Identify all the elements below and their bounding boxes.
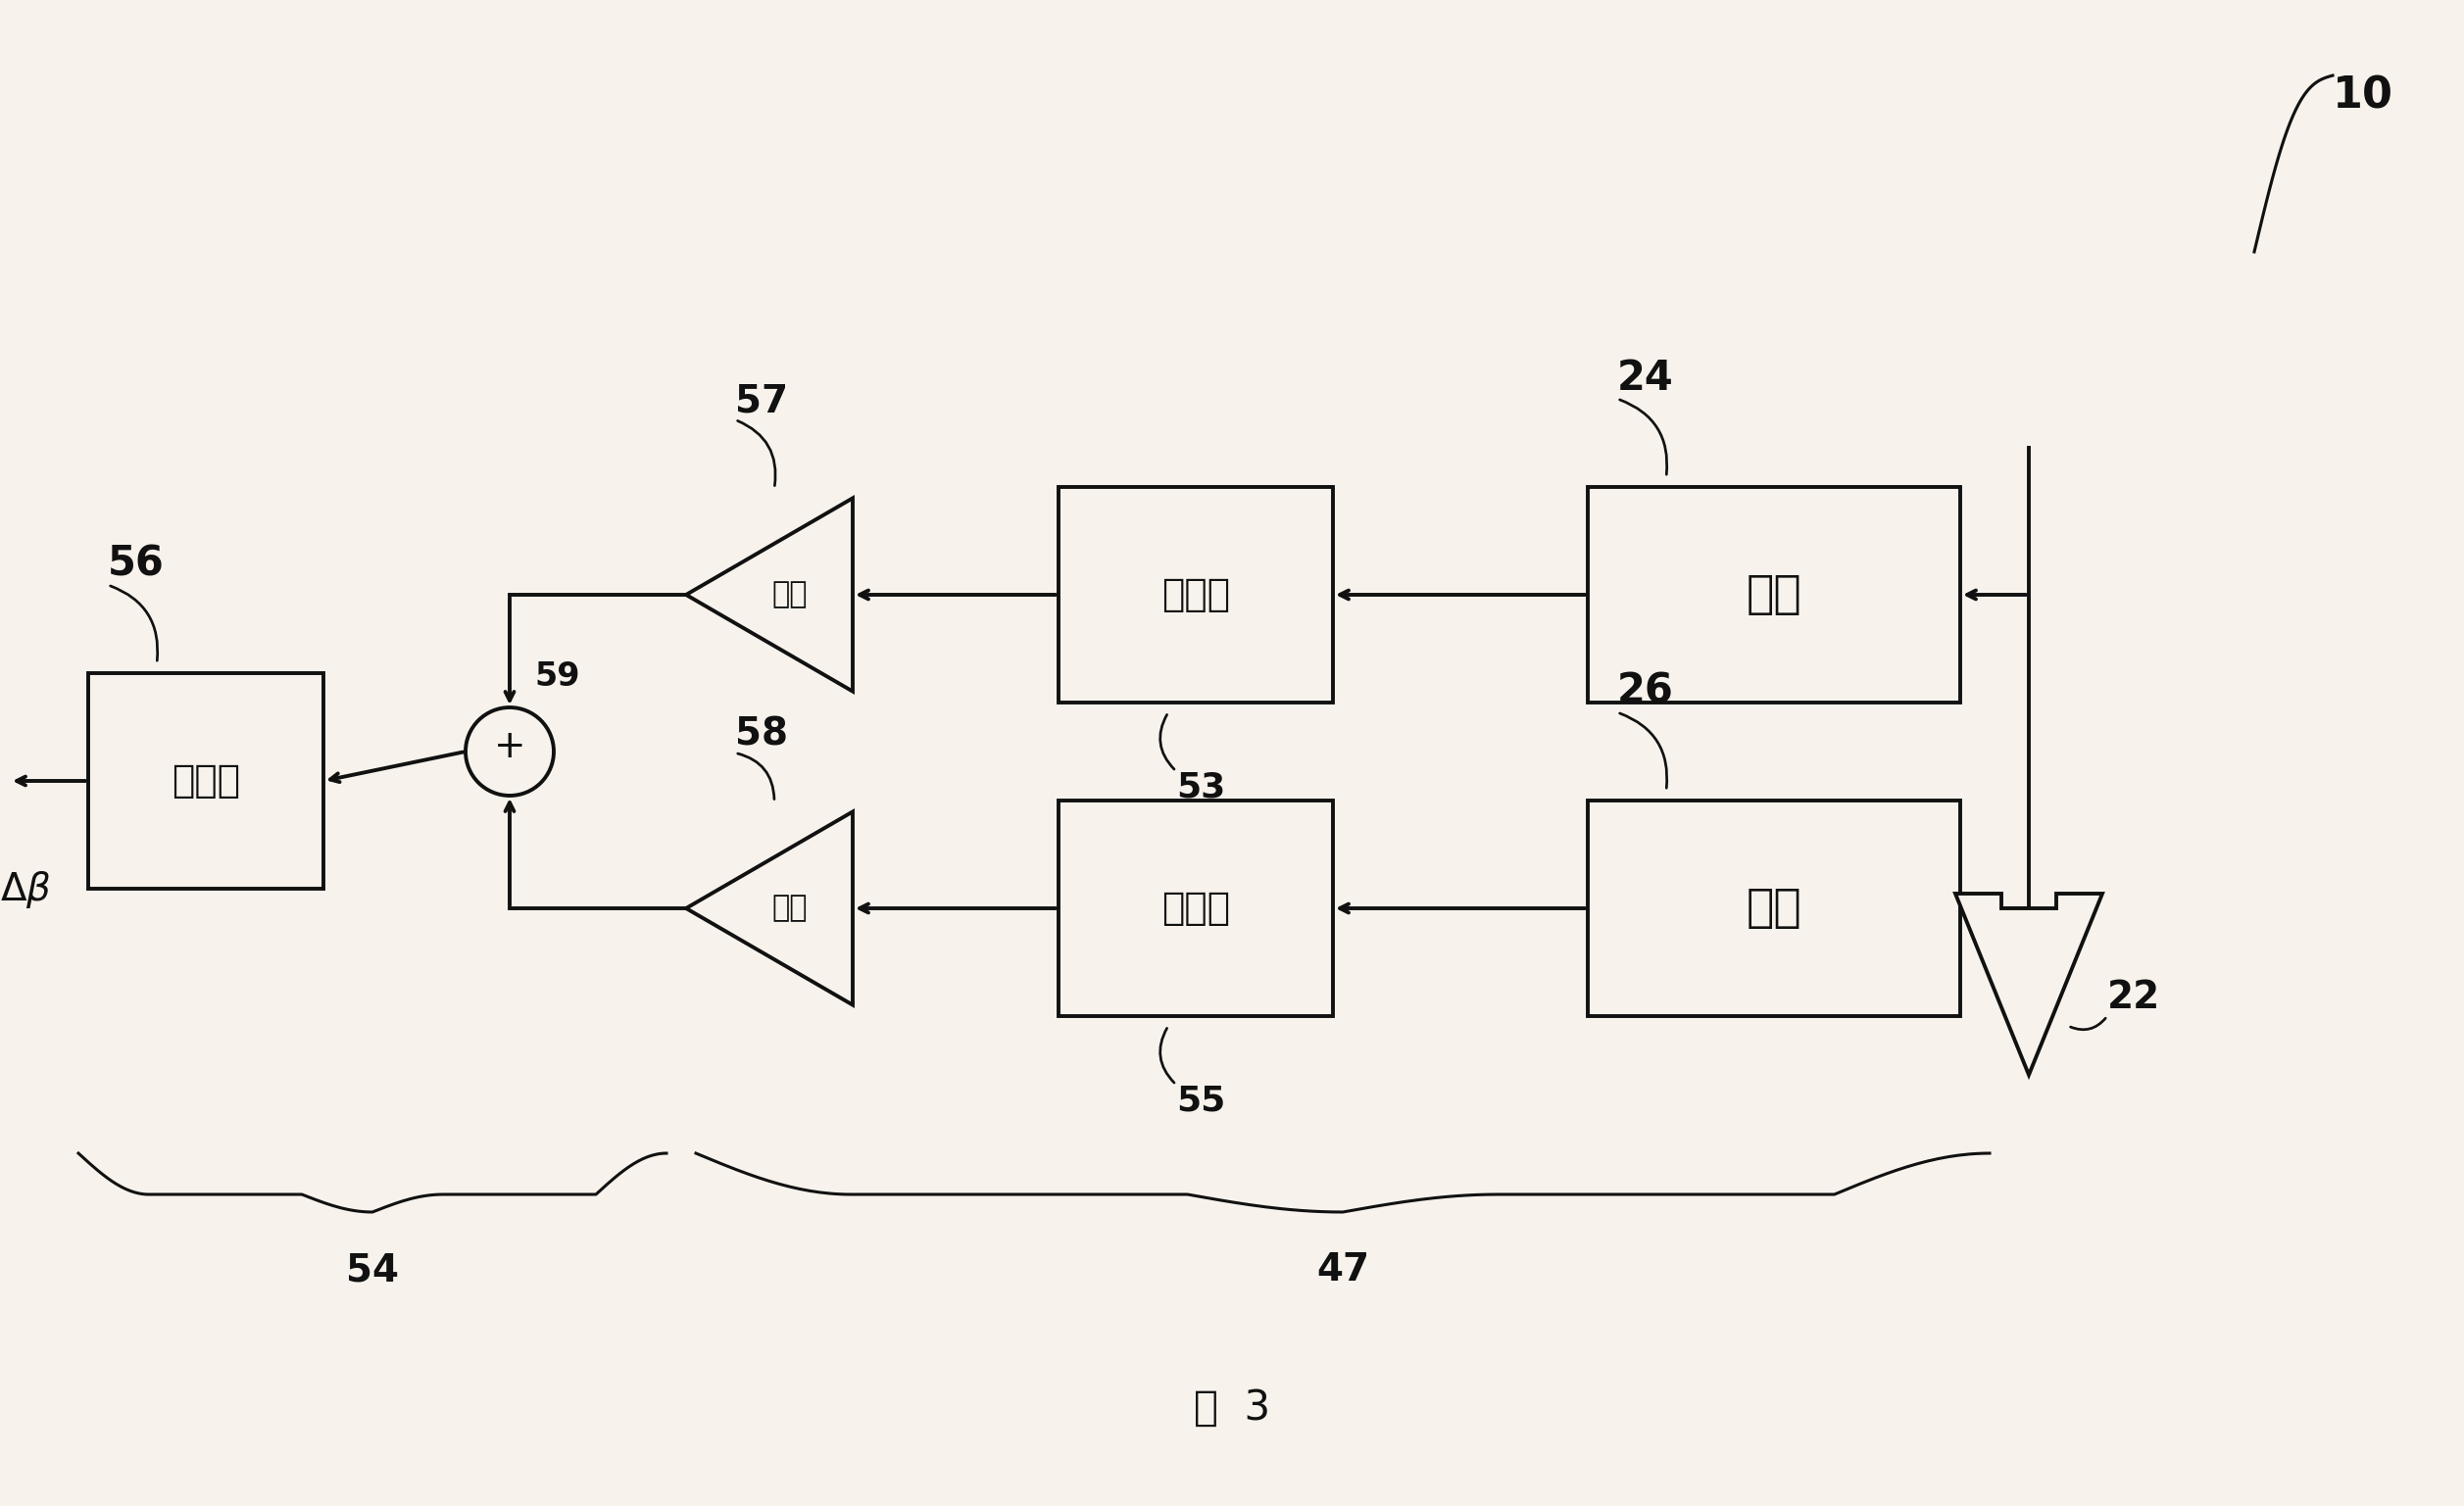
Text: 带通: 带通: [1747, 886, 1801, 931]
Text: +: +: [493, 727, 525, 765]
Polygon shape: [685, 812, 853, 1005]
Text: $\Delta\beta$: $\Delta\beta$: [0, 869, 52, 910]
Text: 47: 47: [1316, 1251, 1370, 1289]
Bar: [1060, 801, 1333, 1017]
Text: 26: 26: [1616, 672, 1673, 712]
Text: 58: 58: [734, 715, 788, 753]
Text: 56: 56: [108, 544, 165, 584]
Text: 59: 59: [535, 661, 579, 693]
Circle shape: [466, 708, 554, 795]
Text: 移相器: 移相器: [1161, 890, 1230, 926]
Bar: [1587, 486, 1961, 702]
Text: 22: 22: [2107, 979, 2161, 1017]
Bar: [89, 673, 323, 889]
Bar: [1587, 801, 1961, 1017]
Text: 57: 57: [734, 383, 788, 420]
Text: 增益: 增益: [771, 580, 808, 608]
Bar: [1060, 486, 1333, 702]
Text: 54: 54: [345, 1251, 399, 1289]
Text: 24: 24: [1616, 357, 1673, 399]
Text: 移相器: 移相器: [1161, 577, 1230, 613]
Text: 10: 10: [2333, 75, 2393, 117]
Polygon shape: [1956, 893, 2102, 1075]
Text: 图  3: 图 3: [1193, 1387, 1271, 1429]
Text: 55: 55: [1175, 1084, 1225, 1117]
Text: 限制器: 限制器: [172, 762, 239, 800]
Text: 53: 53: [1175, 771, 1225, 804]
Polygon shape: [685, 498, 853, 691]
Text: 带通: 带通: [1747, 572, 1801, 617]
Text: 增益: 增益: [771, 895, 808, 923]
